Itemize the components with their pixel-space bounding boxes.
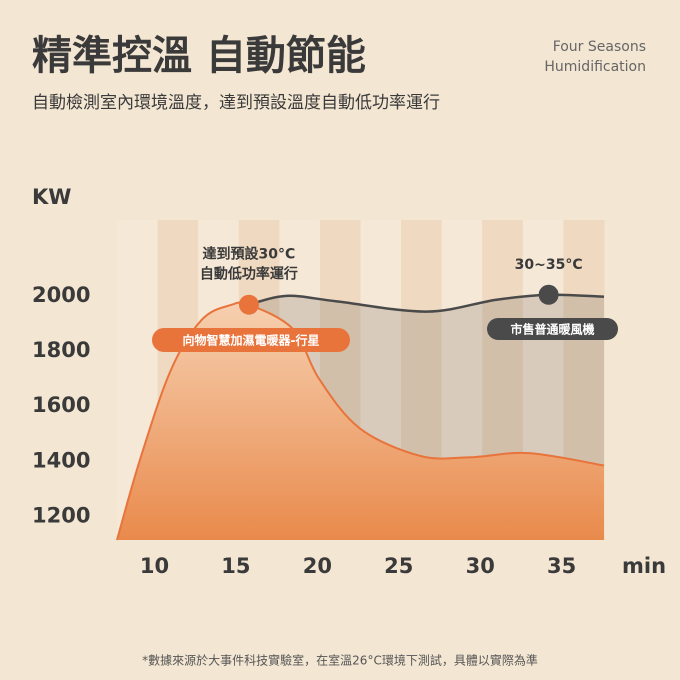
plot: 1200 1400 1600 1800 2000 10 15 20 25 30 35 達到預設30°C… (32, 220, 618, 578)
x-tick-label: 25 (384, 554, 413, 578)
y-tick-label: 1800 (32, 338, 90, 362)
x-tick-label: 20 (303, 554, 332, 578)
brand: Humidification (544, 59, 646, 75)
legend-label: 向物智慧加濕電暖器-行星 (183, 333, 320, 348)
legend-pill (487, 318, 618, 340)
title: 精準控溫 自動節能 (32, 33, 366, 79)
y-tick-label: 2000 (32, 283, 90, 307)
x-tick-label: 35 (547, 554, 576, 578)
x-tick-label: 15 (221, 554, 250, 578)
x-tick-label: 30 (466, 554, 495, 578)
annotation: 達到預設30°C (203, 246, 296, 263)
marker (538, 284, 559, 305)
footnote: *數據來源於大事件科技實驗室，在室溫26°C環境下測試，具體以實際為準 (142, 653, 538, 668)
x-axis-label: min (622, 554, 666, 578)
subtitle: 自動檢測室內環境溫度，達到預設溫度自動低功率運行 (32, 93, 440, 113)
area-fill (117, 302, 604, 540)
y-tick-label: 1400 (32, 448, 90, 472)
y-tick-label: 1200 (32, 504, 90, 528)
brand: Four Seasons (553, 39, 646, 55)
annotation: 30~35°C (515, 257, 583, 273)
legend-label: 市售普通暖風機 (510, 322, 594, 337)
y-tick-label: 1600 (32, 393, 90, 417)
legend-pill (152, 328, 350, 352)
x-tick-label: 10 (140, 554, 169, 578)
annotation: 自動低功率運行 (200, 266, 298, 283)
y-axis-label: KW (32, 185, 71, 209)
marker (238, 294, 259, 315)
